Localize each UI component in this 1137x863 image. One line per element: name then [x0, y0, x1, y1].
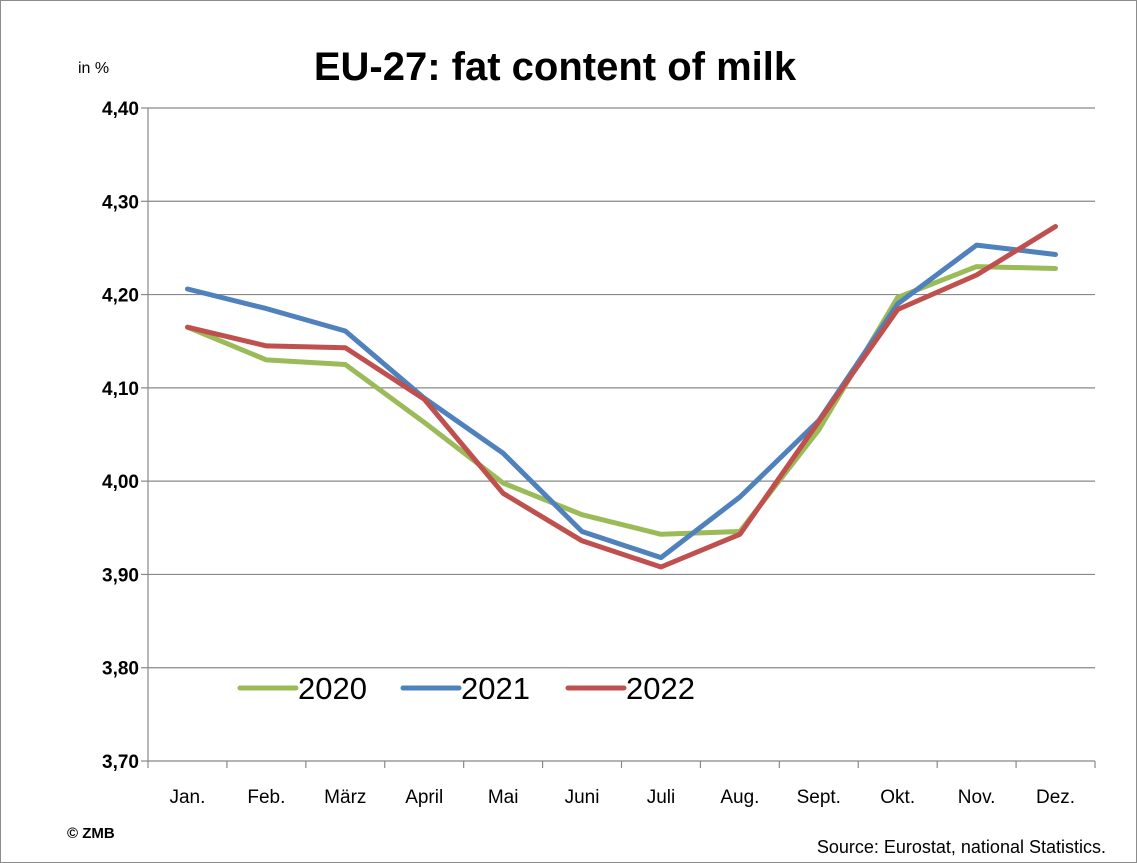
- x-tick-labels: Jan. Feb. März April Mai Juni Juli Aug. Sept. Okt…: [169, 787, 1075, 808]
- legend-label-2021: 2021: [461, 671, 530, 706]
- x-tick-label: März: [324, 787, 366, 808]
- axes: [141, 107, 1096, 768]
- x-tick-label: Juni: [565, 787, 600, 808]
- chart-title: EU-27: fat content of milk: [314, 45, 797, 89]
- series-line-2021: [185, 242, 1058, 561]
- y-tick-label: 4,40: [102, 99, 139, 120]
- x-tick-label: Nov.: [958, 787, 996, 808]
- series-lines: [185, 224, 1058, 570]
- legend-label-2022: 2022: [626, 671, 695, 706]
- x-tick-label: April: [405, 787, 443, 808]
- y-tick-label: 3,90: [102, 565, 139, 586]
- x-tick-label: Juli: [647, 787, 676, 808]
- gridlines: [148, 107, 1095, 669]
- series-line-2020: [185, 264, 1058, 537]
- x-tick-label: Feb.: [247, 787, 285, 808]
- legend: 2020 2021 2022: [237, 671, 695, 706]
- y-tick-label: 3,70: [102, 752, 139, 773]
- x-tick-label: Aug.: [720, 787, 759, 808]
- x-tick-label: Dez.: [1036, 787, 1075, 808]
- y-tick-label: 4,10: [102, 379, 139, 400]
- x-tick-label: Mai: [488, 787, 519, 808]
- y-tick-label: 3,80: [102, 659, 139, 680]
- y-unit-label: in %: [78, 60, 109, 77]
- series-line-2022: [185, 224, 1058, 570]
- y-tick-label: 4,00: [102, 472, 139, 493]
- source-label: Source: Eurostat, national Statistics.: [817, 837, 1106, 857]
- x-tick-label: Jan.: [169, 787, 205, 808]
- y-tick-label: 4,30: [102, 192, 139, 213]
- y-tick-labels: 3,70 3,80 3,90 4,00 4,10 4,20 4,30 4,40: [102, 99, 139, 773]
- legend-label-2020: 2020: [298, 671, 367, 706]
- x-tick-label: Okt.: [880, 787, 915, 808]
- y-tick-label: 4,20: [102, 286, 139, 307]
- x-tick-label: Sept.: [797, 787, 841, 808]
- copyright-label: © ZMB: [67, 825, 115, 842]
